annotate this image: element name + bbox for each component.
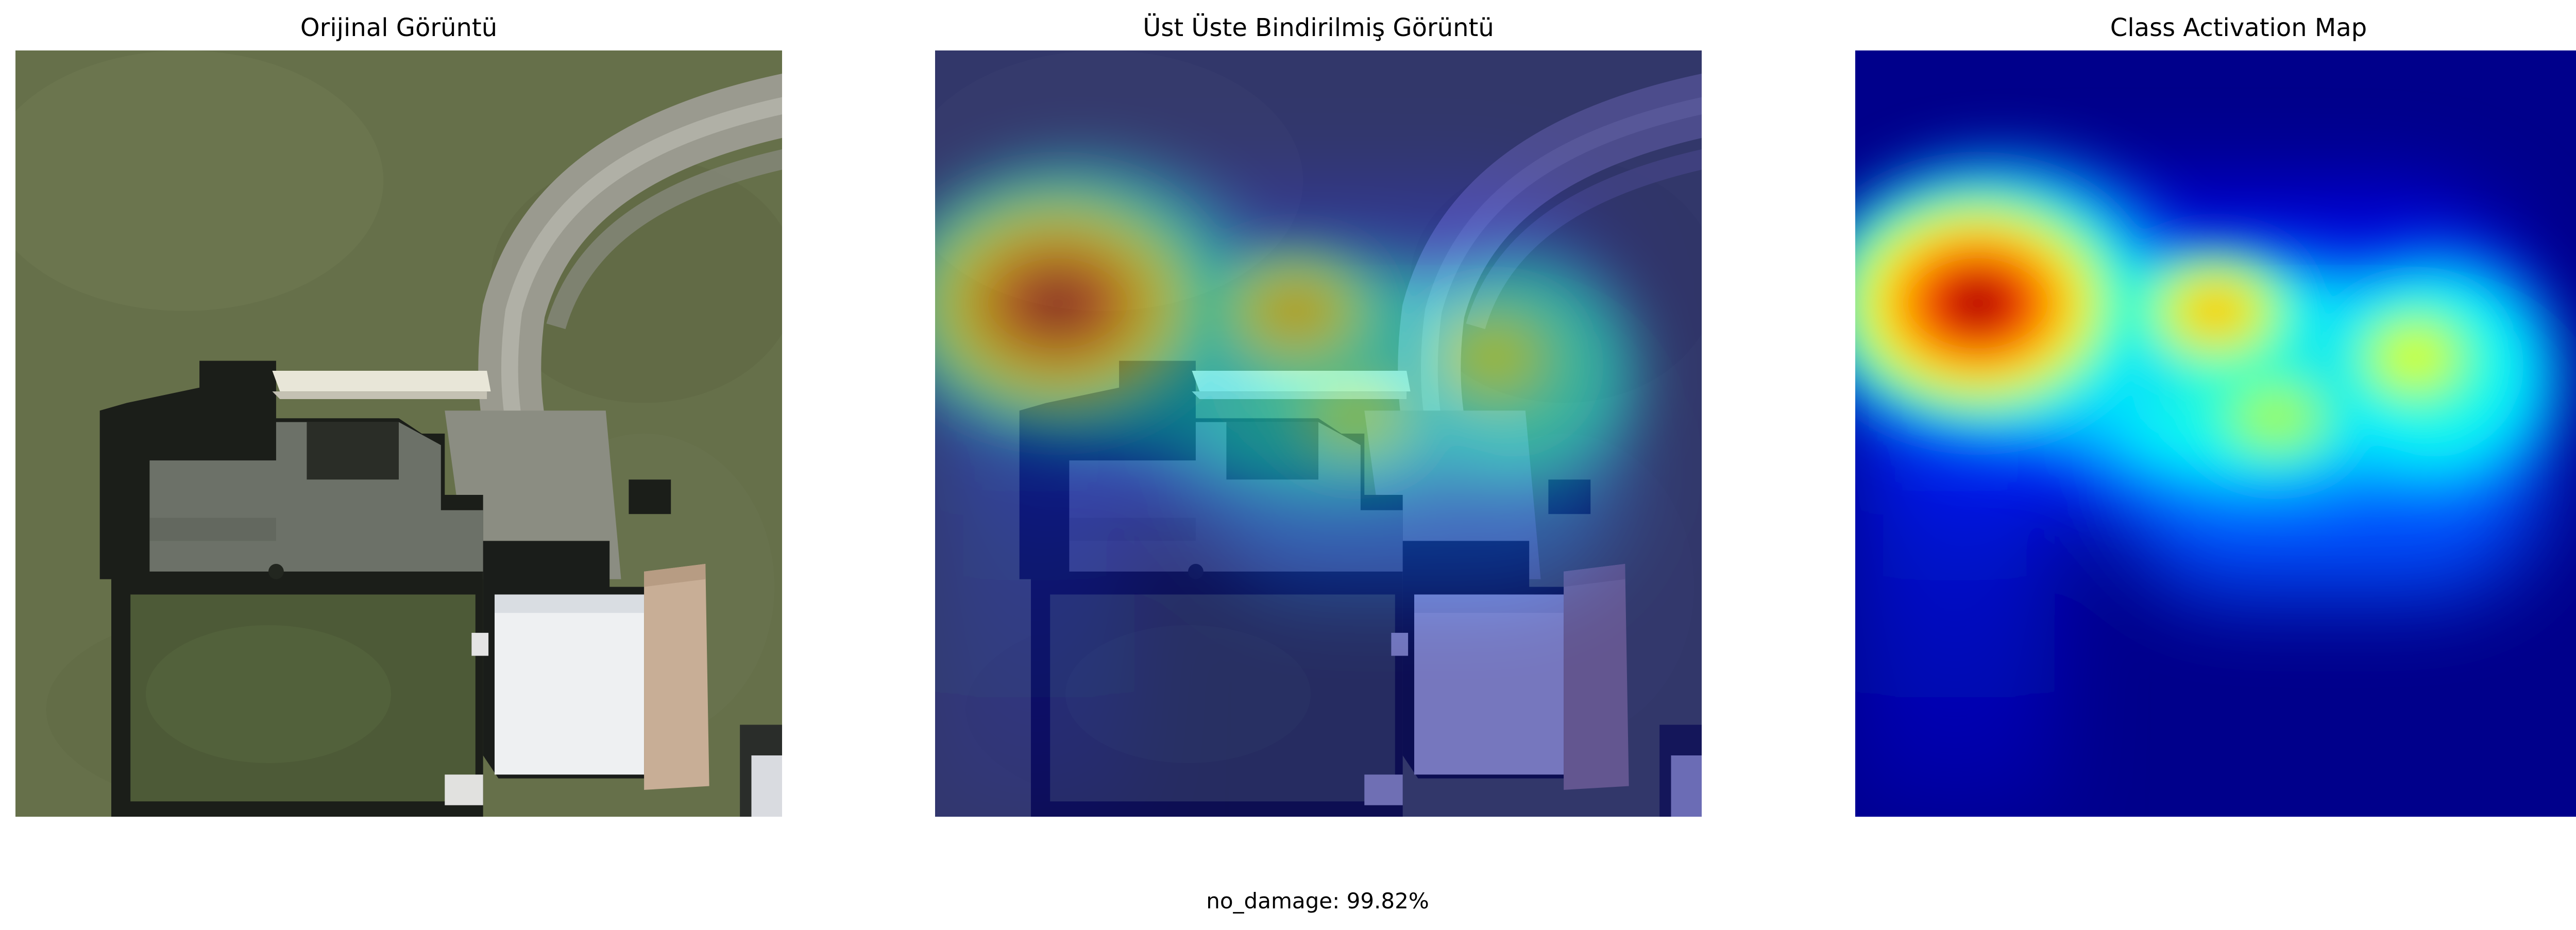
panel-cam: Class Activation Map xyxy=(1855,0,2576,824)
class-activation-map-image xyxy=(1855,50,2576,817)
panel-overlay: Üst Üste Bindirilmiş Görüntü xyxy=(935,0,1702,824)
panel-title-overlay: Üst Üste Bindirilmiş Görüntü xyxy=(1143,13,1494,42)
panel-title-original: Orijinal Görüntü xyxy=(300,13,498,42)
panel-original: Orijinal Görüntü xyxy=(15,0,782,824)
overlay-image xyxy=(935,50,1702,817)
original-aerial-image xyxy=(15,50,782,817)
prediction-caption: no_damage: 99.82% xyxy=(1206,888,1429,914)
panel-title-cam: Class Activation Map xyxy=(2110,13,2367,42)
